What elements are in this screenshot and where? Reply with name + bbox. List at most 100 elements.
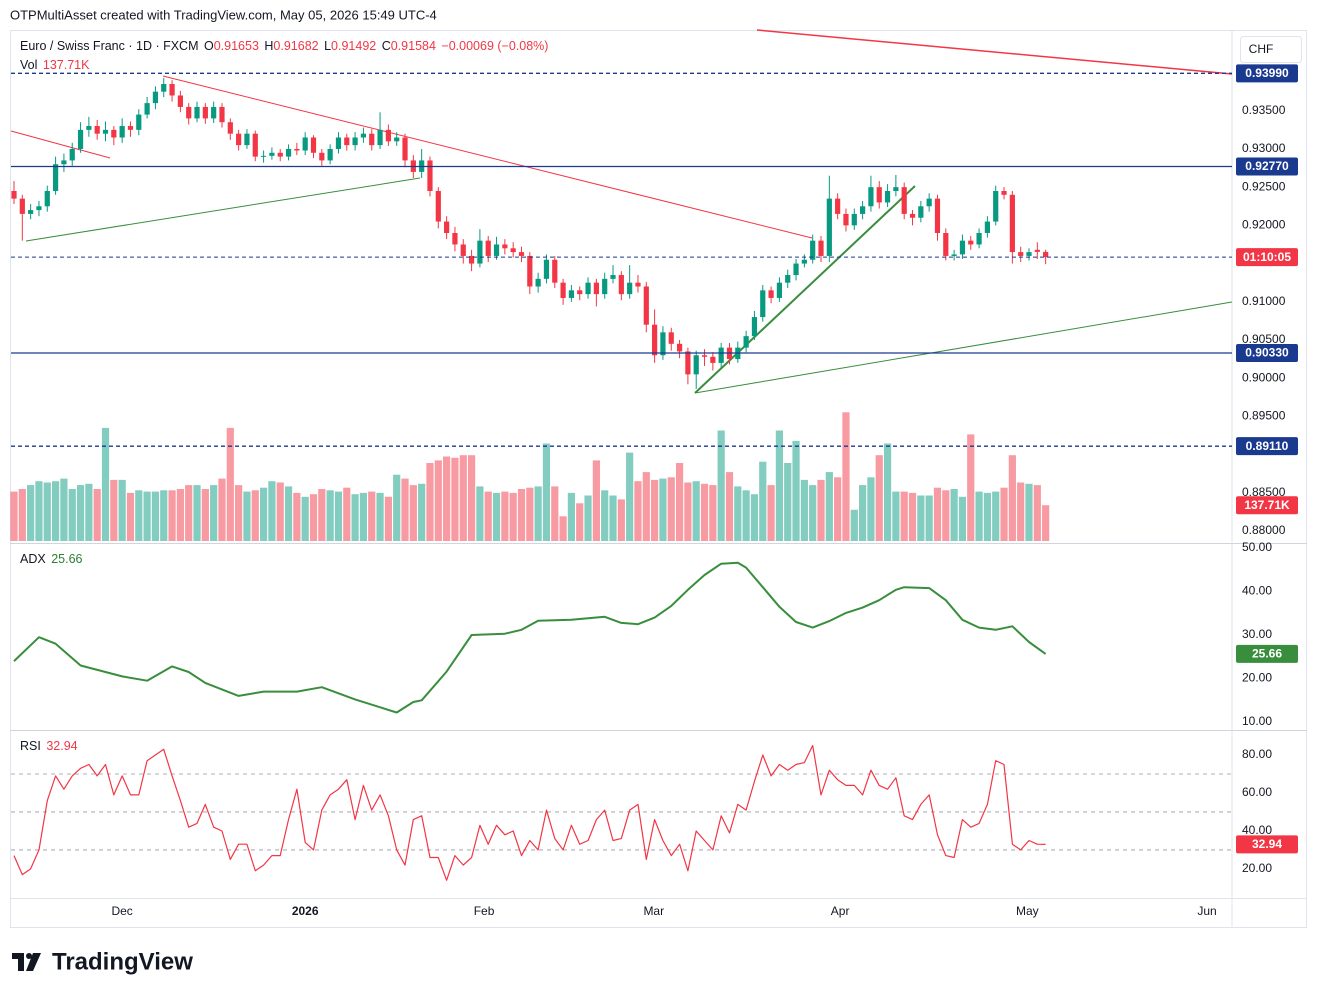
volume-bar <box>576 503 584 541</box>
volume-bar <box>850 509 858 541</box>
volume-bar <box>85 483 93 541</box>
volume-bar <box>93 489 101 541</box>
volume-bar <box>226 427 234 541</box>
candle-body <box>909 213 916 218</box>
candle-body <box>976 233 982 245</box>
volume-label: 137.71K <box>1244 498 1290 512</box>
volume-bar <box>1000 487 1008 541</box>
y-tick-label: 20.00 <box>1242 861 1272 875</box>
volume-bar <box>917 495 925 541</box>
legend-key: L <box>324 39 331 53</box>
volume-bar <box>900 491 908 541</box>
adx-name: ADX <box>20 552 46 566</box>
candle-body <box>111 129 117 138</box>
legend-value: 0.91584 <box>391 39 436 53</box>
candle-body <box>959 240 966 255</box>
logo-mark <box>26 953 41 971</box>
candle-body <box>668 332 674 344</box>
volume-bar <box>201 489 209 541</box>
volume-bar <box>10 491 18 541</box>
volume-bar <box>459 455 467 541</box>
candle-body <box>28 210 34 214</box>
adx-value: 25.66 <box>51 552 82 566</box>
volume-bar <box>601 490 609 541</box>
volume-bar <box>592 460 600 541</box>
candle-body <box>768 290 774 298</box>
symbol-title: Euro / Swiss Franc · 1D · FXCM <box>20 39 199 53</box>
candle-body <box>310 137 317 153</box>
legend-value: 0.91653 <box>214 39 259 53</box>
volume-bar <box>1042 505 1050 541</box>
candle-body <box>918 206 924 218</box>
candle-body <box>627 282 633 295</box>
candle-body <box>926 198 932 207</box>
volume-bar <box>559 516 567 541</box>
caption: OTPMultiAsset created with TradingView.c… <box>10 7 437 22</box>
logo-mark <box>12 953 24 971</box>
price-line-label-box <box>1236 437 1298 456</box>
candle-body <box>260 155 267 157</box>
volume-bar <box>326 490 334 541</box>
candle-body <box>835 198 841 214</box>
volume-bar <box>409 485 417 541</box>
volume-bar <box>792 440 800 541</box>
price-line-label-box <box>1236 157 1298 176</box>
y-tick-label: 50.00 <box>1242 540 1272 554</box>
y-tick-label: 40.00 <box>1242 823 1272 837</box>
legend-value: 0.91682 <box>273 39 318 53</box>
indicator-line <box>13 744 1046 881</box>
volume-bar <box>293 492 301 541</box>
candle-body <box>285 148 292 157</box>
candle-body <box>277 152 283 157</box>
candle-body <box>211 106 217 119</box>
candle-body <box>136 114 142 130</box>
volume-legend: Vol 137.71K <box>20 58 90 72</box>
rsi-name: RSI <box>20 739 41 753</box>
candle-body <box>36 206 42 211</box>
volume-bar <box>426 463 434 541</box>
volume-bar <box>368 491 376 541</box>
volume-bar <box>135 490 143 541</box>
currency[interactable]: CHF <box>1249 42 1274 56</box>
candle-body <box>535 278 541 287</box>
volume-bar <box>742 490 750 541</box>
volume-bar <box>883 443 892 541</box>
legend-key: H <box>264 39 273 53</box>
volume-bar <box>642 472 650 541</box>
marks <box>11 72 1232 881</box>
volume-bar <box>725 472 734 541</box>
candle-body <box>810 240 816 260</box>
candle-body <box>577 290 583 295</box>
candle-body <box>11 190 17 199</box>
volume-bar <box>509 492 517 541</box>
candle-body <box>585 282 591 295</box>
volume-bar <box>992 491 1000 541</box>
candle-body <box>510 248 516 253</box>
volume-bar <box>359 492 368 541</box>
candle-body <box>460 244 466 256</box>
indicator-label: 25.66 <box>1252 647 1282 661</box>
volume-bar <box>434 460 442 541</box>
candle-body <box>502 244 508 249</box>
candle-body <box>652 324 658 356</box>
chart-frame <box>10 30 1307 928</box>
price-line-label-box <box>1236 343 1298 362</box>
candle-body <box>69 148 75 161</box>
volume-bar <box>1017 482 1025 541</box>
candle-body <box>635 282 641 287</box>
candle-body <box>751 317 758 337</box>
volume-bar <box>675 463 684 541</box>
candle-body <box>44 190 50 207</box>
volume-bar <box>784 463 792 541</box>
volume-bar <box>908 492 917 541</box>
y-tick-label: 0.92000 <box>1242 218 1286 232</box>
currency-box[interactable] <box>1240 36 1302 63</box>
volume-bar <box>651 479 659 541</box>
candle-body <box>568 290 575 298</box>
volume-bar <box>151 491 160 541</box>
volume-bar <box>160 490 168 541</box>
volume-bar <box>775 430 784 541</box>
candle-body <box>693 355 699 375</box>
volume-bar <box>750 494 759 541</box>
candle-body <box>993 190 999 222</box>
